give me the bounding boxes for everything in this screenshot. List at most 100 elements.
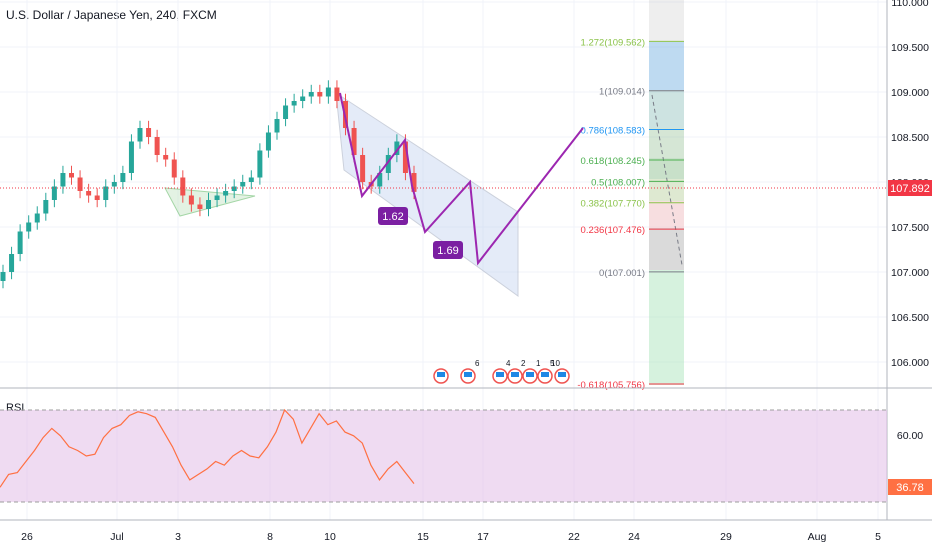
fib-zone-pink [649, 201, 684, 228]
current-price-badge [888, 180, 932, 196]
candles [0, 80, 417, 289]
candle-body [154, 137, 160, 155]
rsi-band [0, 410, 887, 502]
price-tick-label: 109.500 [891, 42, 929, 54]
candle-body [274, 119, 280, 133]
economic-events: 6 4 2 1 510 [433, 359, 570, 384]
fib-trend-line[interactable] [651, 94, 683, 266]
rsi-value-label: 36.78 [896, 482, 924, 494]
time-tick-label: Aug [808, 531, 827, 543]
fib-zone-lightgreen [649, 179, 684, 201]
candle-body [163, 155, 169, 160]
fib-level-label: 0.618(108.245) [581, 156, 645, 167]
time-tick-label: 26 [21, 531, 33, 543]
fib-box-top [649, 0, 684, 385]
candle-body [103, 186, 109, 200]
flag-stripe [526, 372, 534, 377]
time-tick-label: 29 [720, 531, 732, 543]
fib-level-label: 0(107.001) [599, 268, 645, 279]
flag-stripe [511, 372, 519, 377]
event-count-label: 1 [536, 359, 541, 368]
price-tick-label: 106.000 [891, 357, 929, 369]
time-tick-label: 3 [175, 531, 181, 543]
candle-body [146, 128, 152, 137]
candle-body [291, 101, 297, 106]
price-tick-label: 110.000 [891, 0, 928, 9]
fib-zone-green2 [649, 158, 684, 179]
candle-body [120, 173, 126, 182]
candle-body [171, 159, 177, 178]
candle-body [240, 182, 246, 187]
price-tick-label: 106.500 [891, 312, 929, 324]
wave-label-2: 1.69 [437, 245, 458, 257]
candle-body [283, 105, 289, 119]
time-tick-label: 5 [875, 531, 881, 543]
candle-body [9, 254, 15, 272]
flag-stripe [496, 372, 504, 377]
price-axis[interactable]: 110.000109.500109.000108.500108.000107.5… [891, 0, 929, 369]
candle-body [325, 87, 331, 97]
candle-body [223, 191, 229, 196]
fib-level-label: 0.382(107.770) [581, 199, 645, 210]
flag-stripe [541, 372, 549, 377]
candle-body [214, 195, 220, 200]
candle-body [385, 155, 391, 173]
symbol-title: U.S. Dollar / Japanese Yen, 240, FXCM [6, 8, 217, 22]
rsi-line [0, 408, 415, 488]
candle-body [77, 177, 83, 191]
candle-body [128, 141, 134, 173]
candle-body [334, 87, 340, 101]
time-tick-label: 10 [324, 531, 336, 543]
fib-level-label: 1(109.014) [599, 87, 645, 98]
candle-body [317, 92, 323, 97]
event-count-label: 10 [551, 359, 560, 368]
candle-body [248, 177, 254, 182]
candle-body [394, 141, 400, 155]
fib-level-label: -0.618(105.756) [577, 380, 645, 391]
time-tick-label: 17 [477, 531, 489, 543]
elliott-projection[interactable] [339, 92, 584, 266]
candle-body [43, 200, 49, 214]
candle-body [308, 92, 314, 97]
price-tick-label: 108.500 [891, 132, 929, 144]
price-tick-label: 109.000 [891, 87, 929, 99]
time-axis[interactable]: 26 Jul 3 8 10 15 17 22 24 29 Aug 5 [21, 531, 881, 543]
candle-body [34, 213, 40, 223]
candle-body [188, 195, 194, 205]
time-tick-label: 8 [267, 531, 273, 543]
rsi-value-badge [888, 479, 932, 495]
fib-zone-green [649, 128, 684, 158]
time-tick-label: 22 [568, 531, 580, 543]
candle-body [197, 204, 203, 209]
event-count-label: 4 [506, 359, 511, 368]
candle-body [300, 96, 306, 101]
candle-body [60, 173, 66, 187]
candle-body [360, 155, 366, 182]
price-tick-label: 107.500 [891, 222, 929, 234]
current-price-label: 107.892 [890, 183, 930, 195]
candle-body [377, 173, 383, 187]
candle-body [111, 182, 117, 187]
flag-stripe [464, 372, 472, 377]
rsi-tick-60: 60.00 [897, 430, 923, 442]
candle-body [180, 177, 186, 196]
candle-body [257, 150, 263, 178]
candle-body [137, 128, 143, 142]
gridlines [0, 0, 887, 520]
wave-label-2-box[interactable] [433, 241, 463, 259]
candle-body [51, 186, 57, 200]
candle-body [231, 186, 237, 191]
candle-body [26, 222, 32, 232]
descending-channel[interactable] [335, 92, 519, 297]
fib-zone-extension [649, 270, 684, 385]
flag-stripe [558, 372, 566, 377]
fib-zone-grey [649, 228, 684, 270]
time-tick-label: 15 [417, 531, 429, 543]
time-tick-label: Jul [110, 531, 123, 543]
wave-label-1-box[interactable] [378, 207, 408, 225]
candle-body [0, 272, 6, 281]
fib-level-label: 0.5(108.007) [591, 177, 645, 188]
candle-body [402, 141, 408, 173]
fib-level-label: 0.786(108.583) [581, 126, 645, 137]
